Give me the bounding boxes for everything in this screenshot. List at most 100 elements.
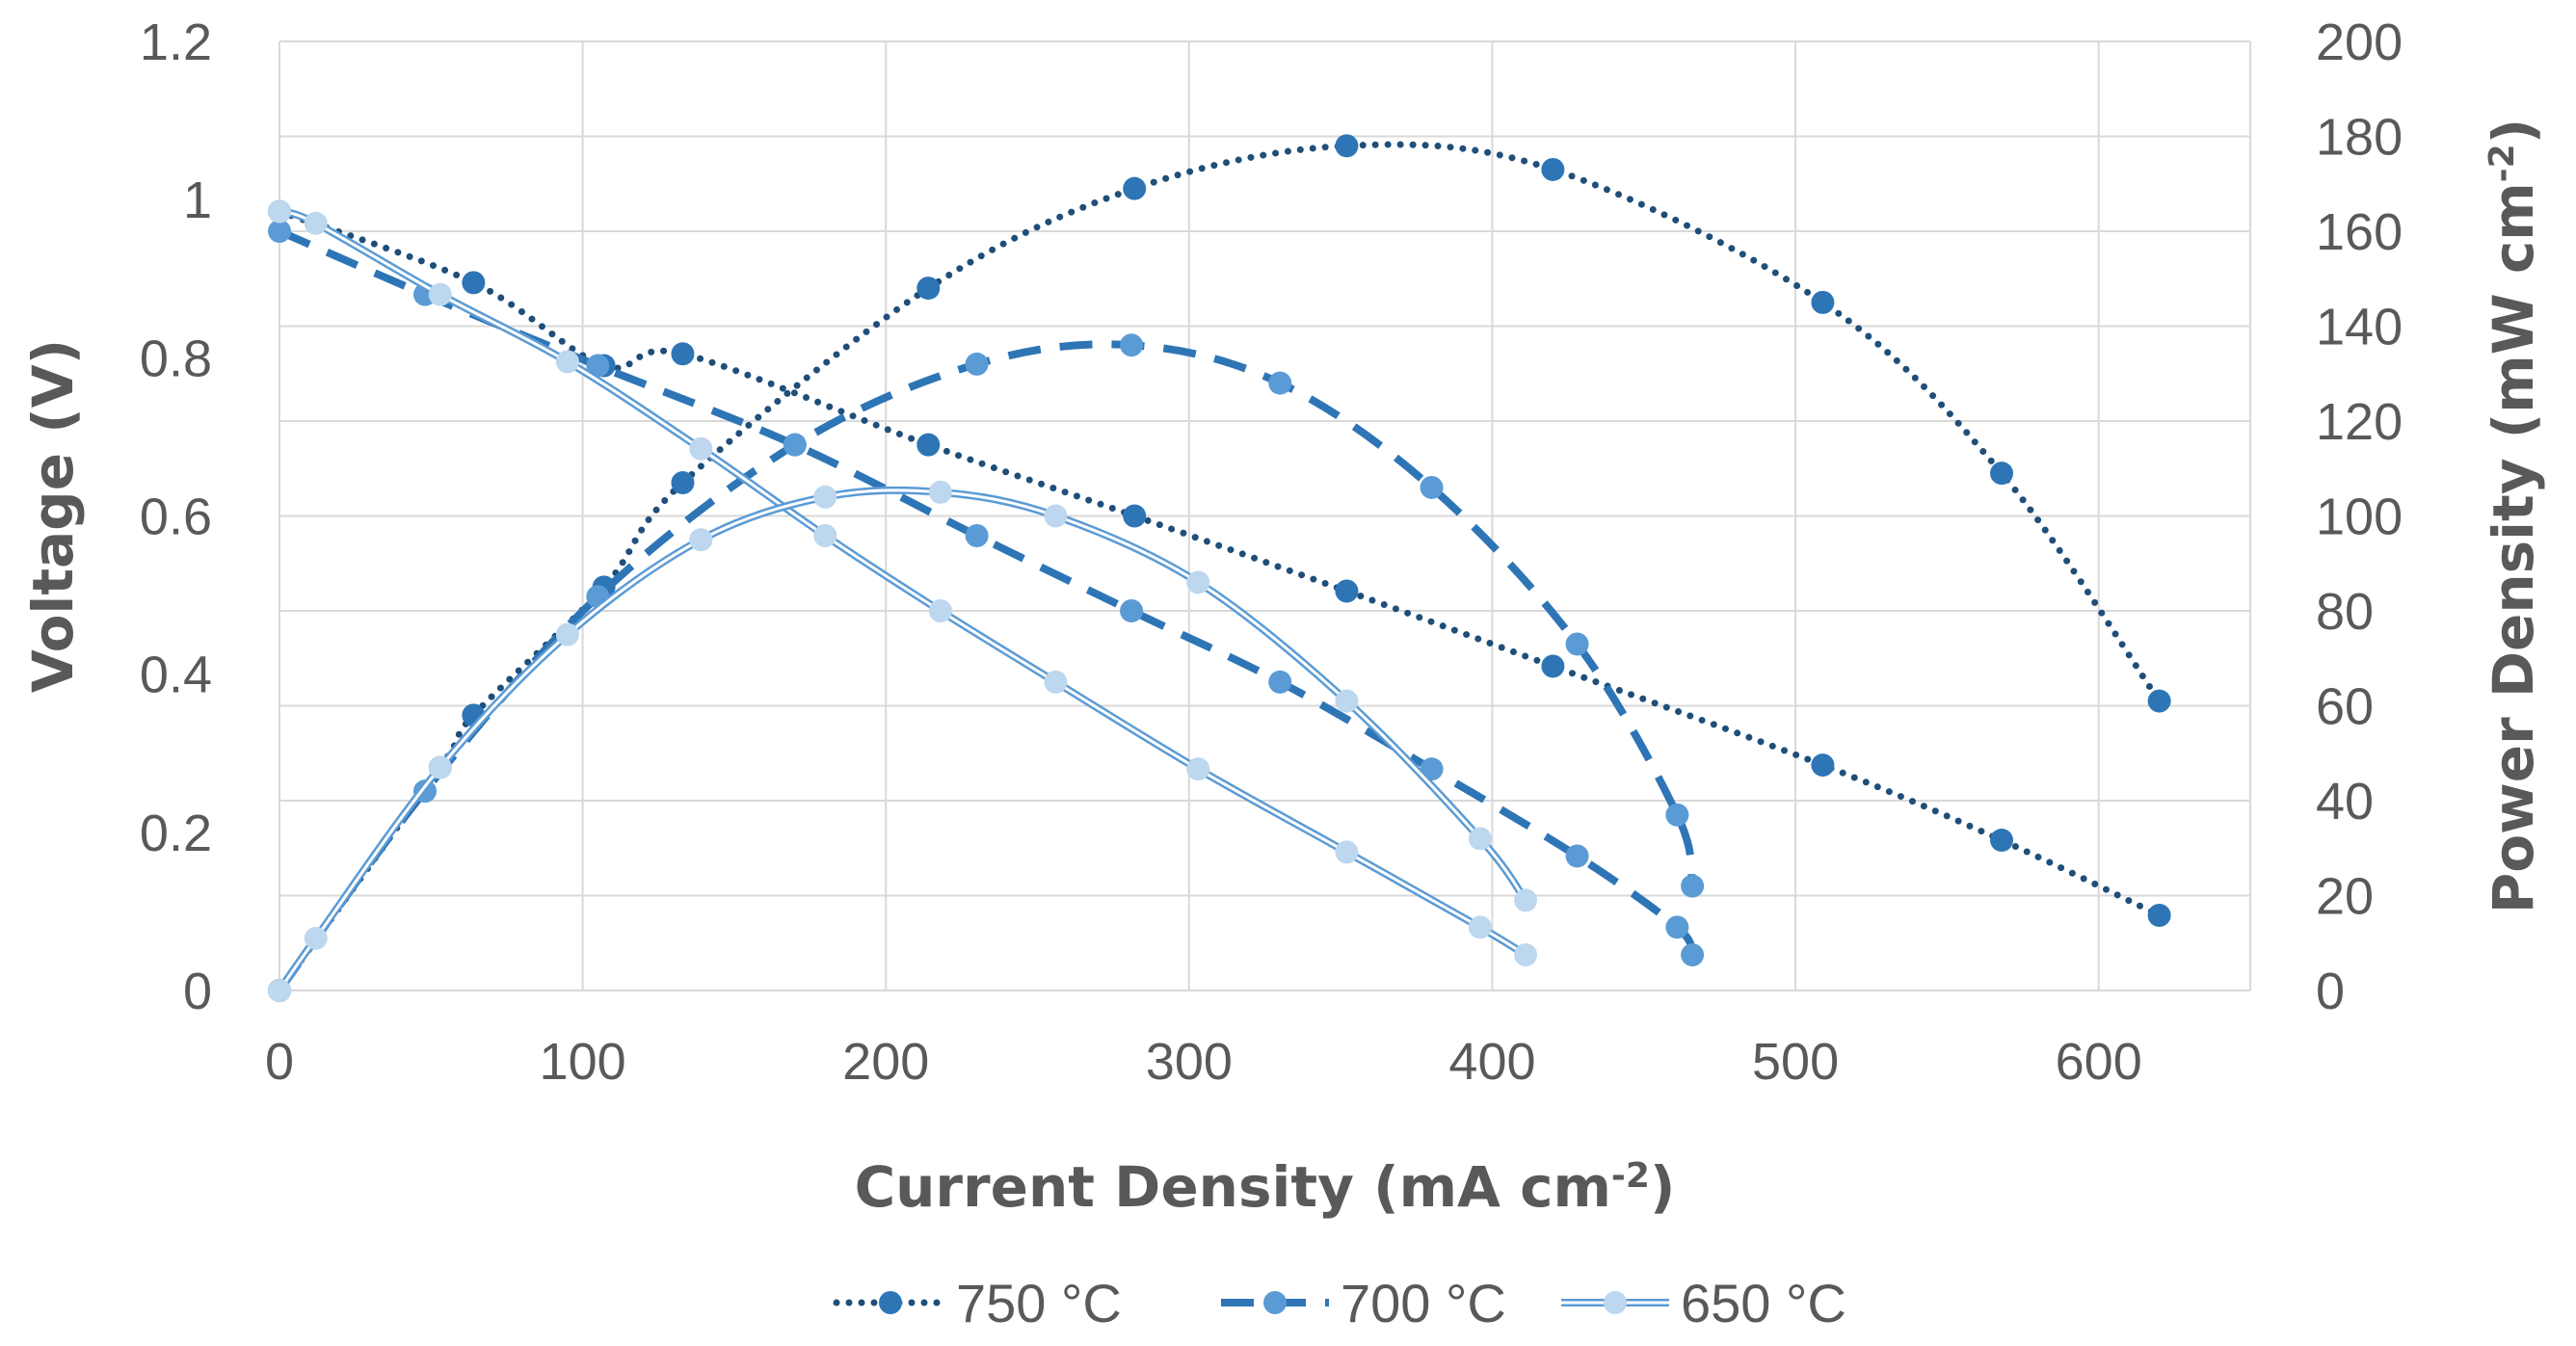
x-tick-label: 400	[1448, 1033, 1535, 1091]
legend-item-1: 700 °C	[1221, 1273, 1506, 1333]
voltage-point	[268, 220, 291, 243]
power-point	[2147, 689, 2171, 713]
voltage-point	[1044, 670, 1068, 694]
power-point	[965, 352, 989, 376]
voltage-line-0	[276, 207, 2164, 919]
power-point	[268, 979, 291, 1002]
power-point	[689, 528, 713, 552]
voltage-point	[1335, 579, 1359, 603]
legend-marker-2	[1604, 1291, 1627, 1314]
voltage-point	[1268, 670, 1292, 694]
power-line-1	[276, 340, 1697, 993]
legend-item-2: 650 °C	[1561, 1273, 1846, 1333]
y2-tick-label: 120	[2316, 393, 2403, 451]
voltage-point	[671, 342, 695, 366]
y-tick-label: 1.2	[140, 13, 212, 71]
voltage-point	[1990, 829, 2014, 853]
voltage-point	[1120, 599, 1144, 622]
y2-tick-label: 40	[2316, 773, 2374, 831]
legend: 750 °C 700 °C 650 °C	[833, 1273, 1846, 1333]
x-tick-label: 500	[1752, 1033, 1839, 1091]
voltage-point	[268, 199, 291, 224]
power-point	[783, 433, 807, 457]
power-point	[1335, 689, 1359, 713]
power-point	[1565, 632, 1589, 656]
power-point	[1468, 827, 1492, 851]
x-tick-label: 600	[2056, 1033, 2142, 1091]
voltage-point	[965, 524, 989, 548]
voltage-point	[1541, 654, 1565, 678]
x-axis-title-main: Current Density (mA cm	[855, 1154, 1611, 1220]
voltage-point	[1565, 844, 1589, 868]
y2-tick-label: 140	[2316, 299, 2403, 356]
voltage-point	[1514, 943, 1538, 967]
series-2	[268, 199, 1538, 1002]
power-point	[916, 277, 941, 301]
voltage-point	[1335, 840, 1359, 864]
x-tick-label: 300	[1146, 1033, 1233, 1091]
power-point	[1186, 570, 1210, 594]
power-point	[813, 485, 837, 509]
voltage-point	[1665, 915, 1689, 939]
power-line-2	[276, 486, 1529, 993]
power-point	[1665, 803, 1689, 827]
power-point	[555, 622, 579, 647]
power-point	[1268, 371, 1292, 395]
y-tick-label: 0.2	[140, 805, 212, 862]
legend-label-0: 750 °C	[956, 1273, 1122, 1333]
legend-item-0: 750 °C	[833, 1273, 1122, 1333]
voltage-point	[1811, 753, 1835, 778]
voltage-point	[1468, 915, 1492, 939]
voltage-point	[2147, 904, 2171, 928]
voltage-point	[813, 524, 837, 548]
voltage-point	[462, 271, 486, 295]
power-point	[1541, 157, 1565, 181]
y2-tick-label: 0	[2316, 963, 2345, 1020]
y2-axis-title-main: Power Density (mW cm	[2481, 182, 2546, 913]
y2-tick-label: 60	[2316, 678, 2374, 736]
y-tick-label: 0.6	[140, 488, 212, 546]
voltage-point	[1123, 504, 1147, 528]
voltage-point	[586, 354, 610, 378]
x-tick-label: 200	[842, 1033, 929, 1091]
y-axis-title: Voltage (V)	[20, 339, 86, 693]
voltage-point	[304, 211, 328, 235]
y-tick-label: 0.4	[140, 647, 212, 704]
axis-titles: Current Density (mA cm-2) Voltage (V) Po…	[20, 119, 2546, 1220]
grid	[279, 40, 2251, 991]
power-point	[1123, 176, 1147, 200]
y-tick-label: 0.8	[140, 330, 212, 387]
power-point	[1514, 888, 1538, 912]
y2-tick-label: 200	[2316, 13, 2403, 71]
power-point	[1044, 504, 1068, 528]
y2-axis-title-sup: -2	[2483, 144, 2522, 182]
tick-labels: 0 100 200 300 400 500 600 0 0.2 0.4 0.6 0.8 1 1.2 0 20 4…	[140, 13, 2403, 1091]
y2-axis-title-end: )	[2481, 119, 2546, 145]
voltage-point	[916, 433, 941, 457]
power-point	[1990, 462, 2014, 486]
y-tick-label: 1	[183, 172, 212, 229]
legend-marker-0	[879, 1291, 902, 1314]
power-point	[428, 755, 452, 779]
voltage-point	[1681, 943, 1705, 967]
legend-label-1: 700 °C	[1341, 1273, 1506, 1333]
x-tick-label: 100	[540, 1033, 626, 1091]
power-point	[1811, 290, 1835, 314]
x-axis-title-sup: -2	[1611, 1156, 1650, 1196]
legend-label-2: 650 °C	[1681, 1273, 1846, 1333]
power-point	[1120, 333, 1144, 357]
y2-tick-label: 180	[2316, 109, 2403, 167]
y-tick-label: 0	[183, 963, 212, 1020]
power-line-0	[276, 141, 2164, 994]
series-layer	[268, 134, 2171, 1002]
voltage-point	[555, 350, 579, 374]
power-point	[1420, 475, 1444, 499]
y2-axis-title: Power Density (mW cm-2)	[2481, 119, 2546, 913]
legend-marker-1	[1263, 1291, 1287, 1314]
x-tick-label: 0	[265, 1033, 294, 1091]
series-0	[268, 134, 2171, 1002]
voltage-point	[689, 436, 713, 461]
power-point	[1335, 134, 1359, 158]
voltage-point	[1186, 757, 1210, 781]
